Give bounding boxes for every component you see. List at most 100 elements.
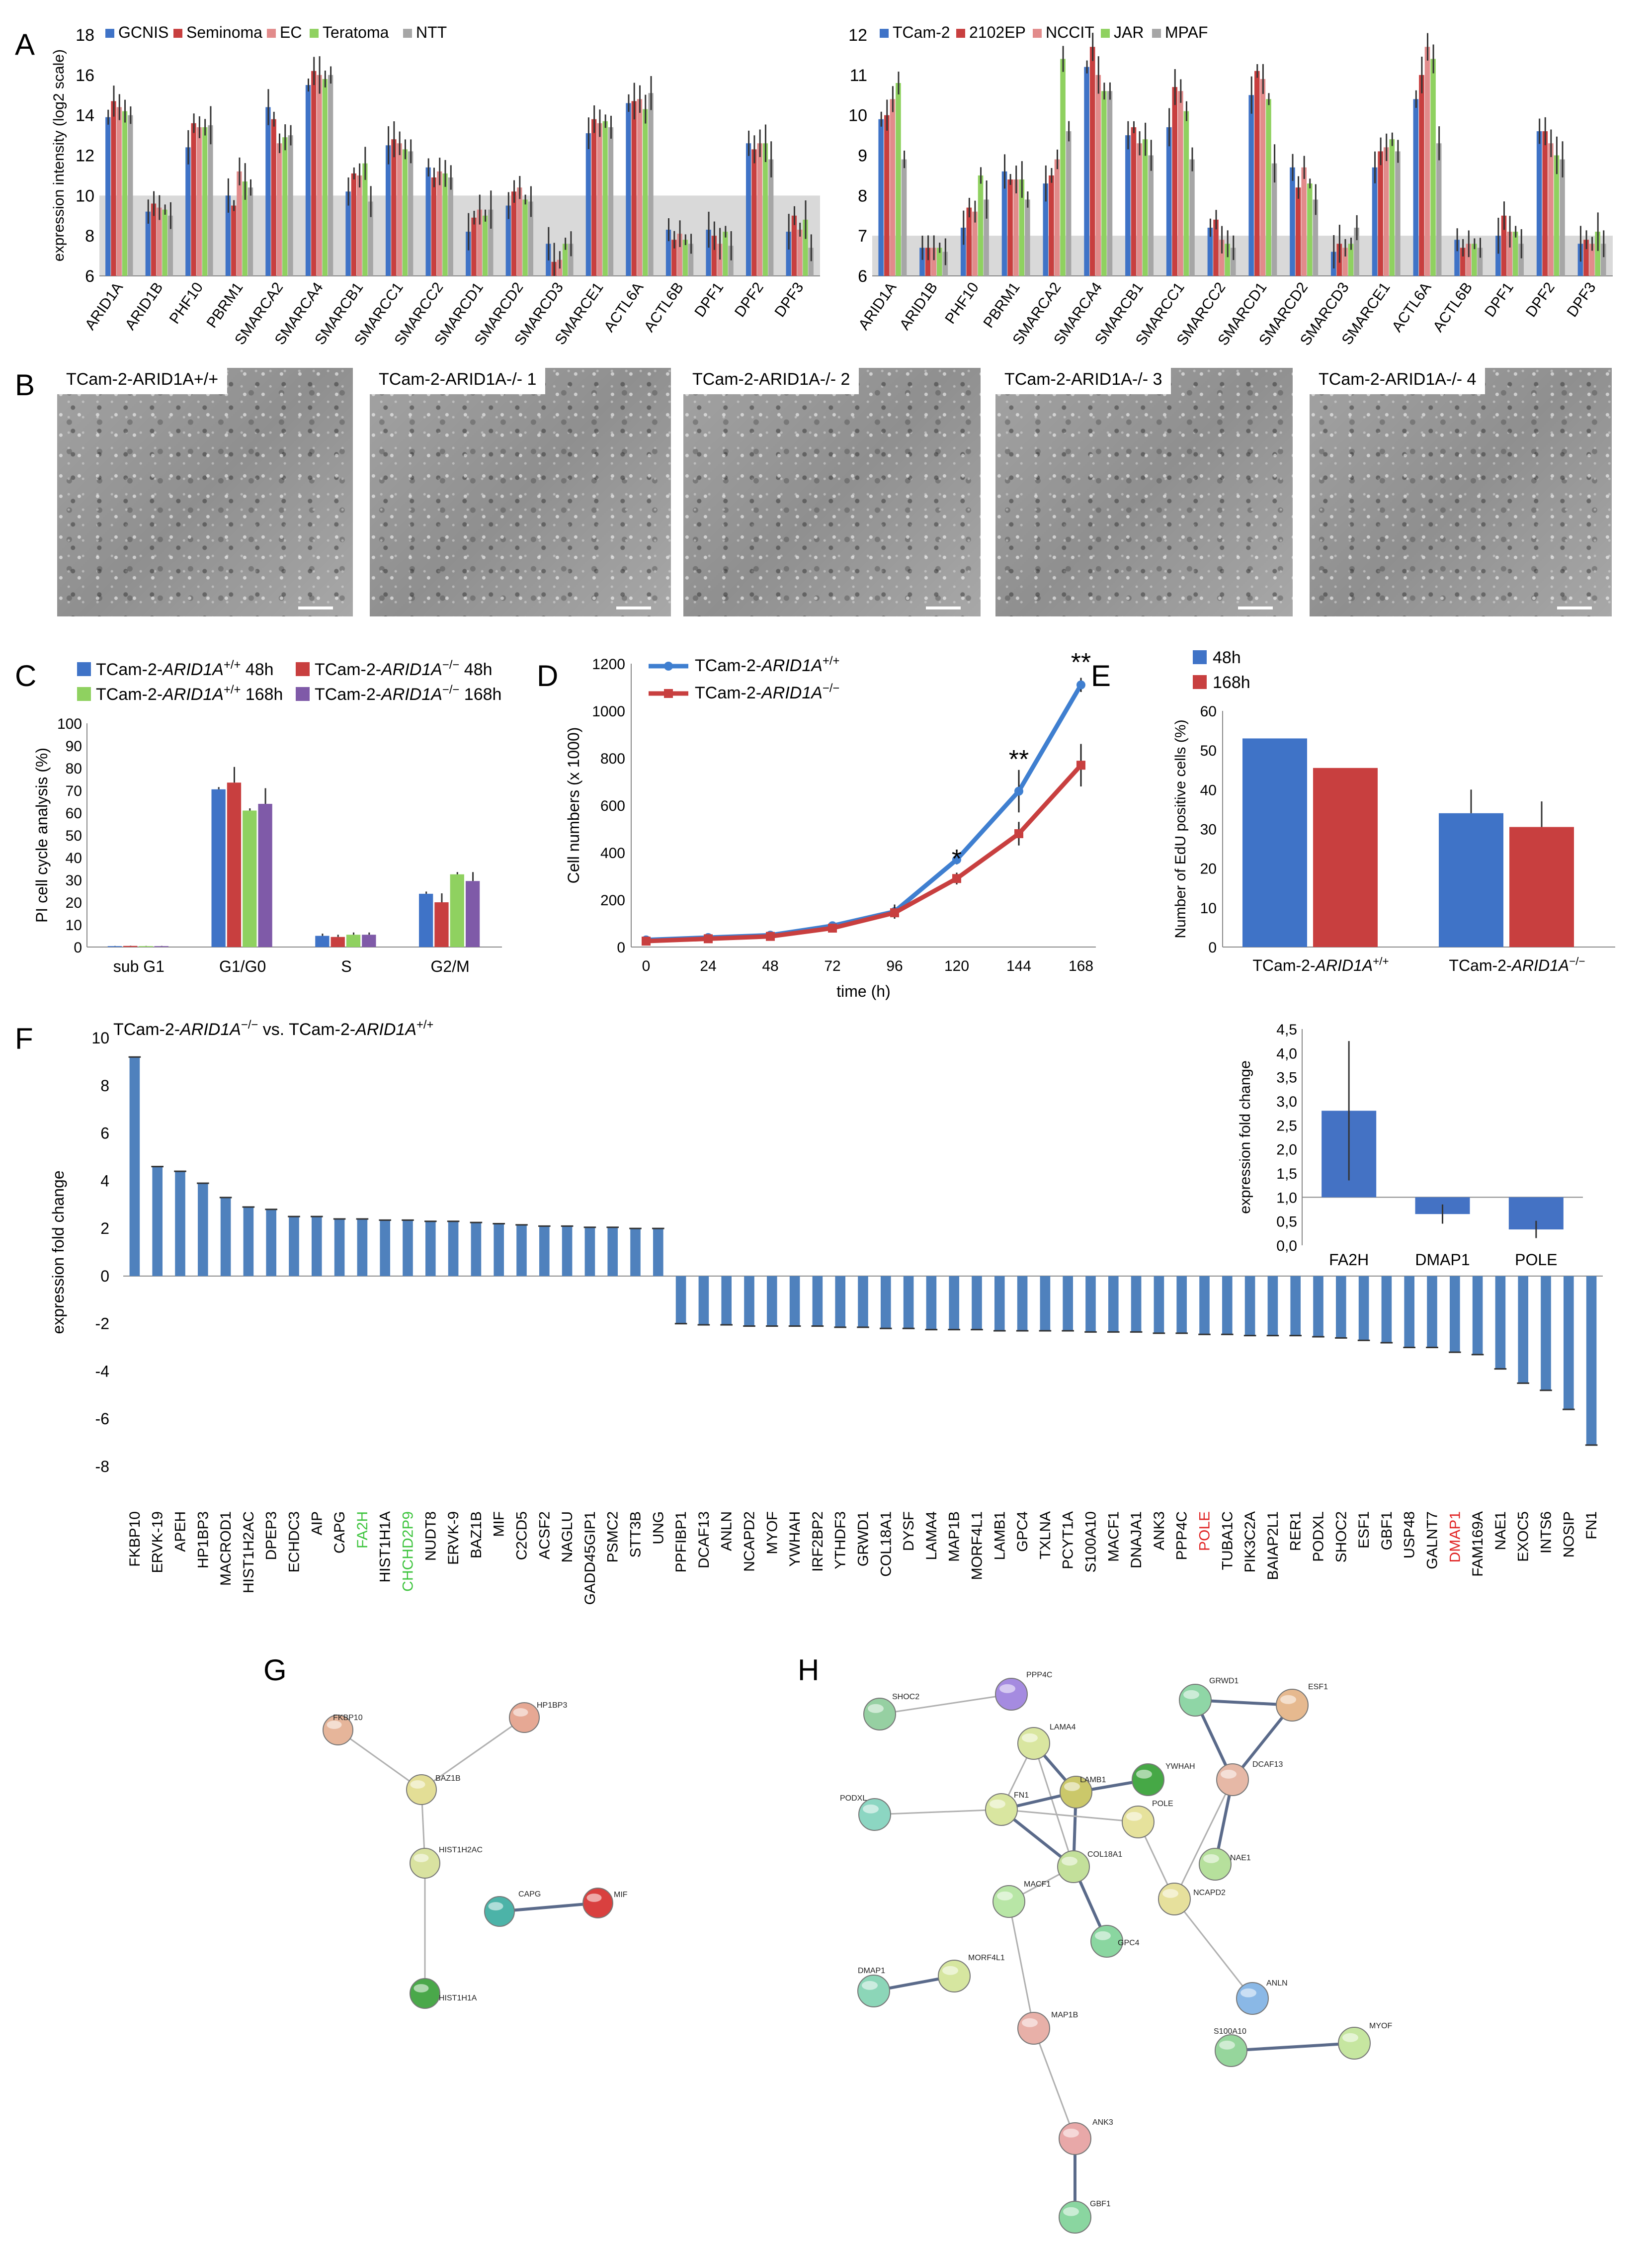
node-label: GBF1 (1090, 2200, 1111, 2208)
bar (243, 810, 257, 947)
y-tick-label: 0 (74, 940, 82, 956)
x-tick-label: MIF (491, 1511, 507, 1537)
bar (721, 1276, 732, 1325)
network-node (410, 1848, 440, 1879)
bar (1085, 1276, 1096, 1332)
x-tick-label: PIK3C2A (1242, 1511, 1258, 1572)
legend-label: GCNIS (118, 23, 168, 41)
x-tick-label: NUDT8 (422, 1511, 439, 1561)
y-tick-label: 0 (617, 940, 625, 956)
y-axis-label: PI cell cycle analysis (%) (33, 748, 51, 923)
legend-label: 168h (1213, 673, 1250, 692)
bar (1089, 47, 1095, 276)
x-tick-label: GPC4 (1014, 1511, 1031, 1552)
data-point (704, 934, 713, 944)
bar (1454, 240, 1460, 276)
x-tick-label: ESF1 (1356, 1511, 1372, 1549)
data-point (642, 937, 651, 946)
x-tick-label: DNAJA1 (1128, 1511, 1145, 1568)
node-highlight (488, 1902, 503, 1910)
bar (346, 935, 361, 947)
x-tick-label: GALNT7 (1424, 1511, 1441, 1569)
network-node (1158, 1883, 1191, 1915)
chart-f-inset: 0,0 0,5 1,0 1,5 2,0 2,5 3,0 3,5 4,0 4,5 expression… (1237, 1022, 1583, 1269)
bar (334, 1218, 345, 1276)
y-tick-label: 20 (66, 895, 82, 911)
x-tick-label: 0 (642, 958, 651, 974)
bar (225, 195, 231, 276)
bar (1477, 248, 1483, 276)
y-tick-label: 0 (100, 1267, 109, 1285)
bar (966, 207, 972, 276)
bar (994, 1276, 1005, 1331)
bar (402, 149, 408, 276)
network-node (1215, 2034, 1247, 2067)
bar (1019, 179, 1025, 276)
bar (1267, 1276, 1278, 1336)
bar (419, 893, 433, 947)
network-node (1059, 2201, 1091, 2234)
label-part: 48h (241, 660, 273, 679)
label-part: vs. TCam-2- (258, 1020, 355, 1039)
y-tick-label: 12 (76, 147, 94, 166)
x-tick-label: 96 (886, 958, 903, 974)
bar (808, 248, 814, 276)
y-tick-label: 6 (100, 1124, 109, 1142)
bar (408, 151, 413, 276)
bar (901, 159, 907, 276)
bar (1084, 67, 1089, 276)
bar (630, 1228, 641, 1276)
bar (682, 240, 688, 276)
node-label: GPC4 (1118, 1939, 1140, 1947)
bar (175, 1171, 185, 1276)
network-edge (1173, 1899, 1253, 1999)
data-point (1014, 829, 1023, 838)
x-tick-label: 168 (1069, 958, 1093, 974)
shaded-threshold-band (872, 236, 1613, 276)
bar (191, 123, 196, 276)
bar (1472, 1276, 1483, 1355)
chart-d: 0 200 400 600 800 1000 1200 0 24 48 72 96 120 144 168 t… (565, 648, 1096, 1000)
chart-c: 0 10 20 30 40 50 60 70 80 90 100 PI cell cycle anal… (33, 658, 502, 975)
data-point (1076, 761, 1085, 770)
bar (282, 137, 288, 276)
node-highlight (1063, 2128, 1079, 2138)
node-label: SHOC2 (892, 1693, 919, 1701)
legend-label: TCam-2-ARID1A−/−​ (695, 682, 839, 702)
x-tick-label: ACSF2 (536, 1511, 553, 1559)
bar (766, 1276, 777, 1326)
bar (1166, 127, 1172, 276)
data-point (890, 908, 899, 918)
bar (1066, 131, 1072, 276)
network-node (1216, 1763, 1249, 1796)
y-tick-label: 30 (66, 872, 82, 889)
bar (1266, 99, 1271, 276)
bar (488, 209, 494, 276)
network-edge (337, 1729, 422, 1791)
bar (1449, 1276, 1460, 1353)
bar (1554, 155, 1560, 276)
bar (878, 119, 884, 276)
y-tick-label: -8 (95, 1458, 109, 1475)
y-tick-label: -2 (95, 1315, 109, 1333)
node-label: DCAF13 (1252, 1760, 1283, 1769)
node-label: HIST1H1A (439, 1994, 477, 2002)
x-tick-label: DPEP3 (263, 1511, 280, 1560)
legend-swatch (105, 29, 114, 38)
node-label: BAZ1B (435, 1774, 461, 1783)
x-tick-label: MACF1 (1105, 1511, 1122, 1562)
y-tick-label: 200 (600, 892, 625, 909)
network-node (1057, 1850, 1090, 1883)
bar (1313, 768, 1378, 947)
bar (1131, 1276, 1142, 1332)
label-part: ARID1A (380, 685, 442, 704)
x-tick-label: MYOF (764, 1511, 780, 1555)
bar (129, 1057, 140, 1276)
node-highlight (1022, 2018, 1038, 2027)
x-tick-label: LAMA4 (923, 1511, 940, 1560)
bar (926, 1276, 937, 1330)
y-tick-label: 7 (858, 227, 867, 246)
x-tick-label: ECHDC3 (286, 1511, 303, 1572)
bar (242, 181, 248, 276)
bar (1207, 228, 1213, 276)
